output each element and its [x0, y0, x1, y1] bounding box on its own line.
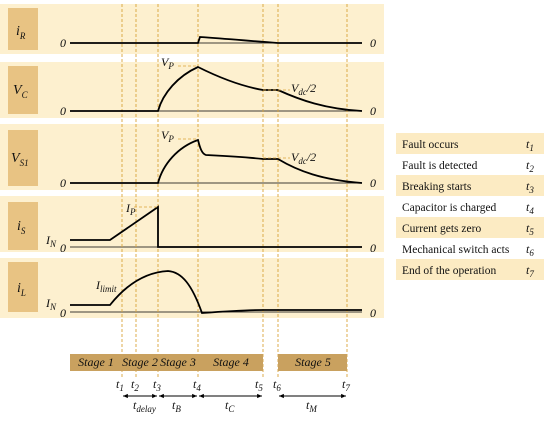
time-guides — [121, 4, 348, 378]
vdc-label-VS1: Vdc/2 — [291, 150, 316, 166]
band-iS — [0, 196, 384, 252]
stage-5-box — [278, 354, 347, 371]
level-annotations — [134, 65, 290, 208]
interval-tM: tM — [306, 398, 317, 414]
waveform-VS1 — [70, 138, 363, 184]
waveform-iL — [70, 270, 362, 314]
zero-left-VC: 0 — [60, 104, 66, 118]
time-mark-t6: t6 — [273, 377, 281, 393]
ip-label-iS: IP — [125, 201, 136, 217]
legend-row-2-bg — [396, 154, 544, 175]
stage-4-box — [198, 354, 263, 371]
label-VC: VC — [13, 83, 29, 100]
stage-1-label: Stage 1 — [78, 355, 114, 369]
zero-left-iL: 0 — [60, 306, 66, 320]
annotations: VP Vdc/2 VP Vdc/2 IP IN Ilimit IN — [45, 55, 316, 312]
band-iR — [0, 4, 384, 54]
waveform-iR — [70, 36, 362, 44]
zero-right-iR: 0 — [370, 36, 376, 50]
time-mark-t3: t3 — [153, 377, 161, 393]
legend-time-5: t5 — [526, 221, 534, 237]
zero-right-iS: 0 — [370, 241, 376, 255]
legend-time-1: t1 — [526, 137, 534, 153]
label-box-iS — [8, 202, 38, 250]
legend-event-3: Breaking starts — [402, 181, 472, 193]
time-mark-t2: t2 — [131, 377, 139, 393]
time-mark-labels: t1 t2 t3 t4 t5 t6 t7 — [116, 377, 350, 393]
ilimit-label-iL: Ilimit — [95, 278, 117, 294]
legend-event-7: End of the operation — [402, 265, 496, 277]
time-mark-t5: t5 — [255, 377, 263, 393]
interval-tdelay: tdelay — [133, 398, 156, 414]
stage-bar: Stage 1 Stage 2 Stage 3 Stage 4 Stage 5 — [70, 354, 347, 371]
in-label-iL: IN — [45, 296, 57, 312]
vp-label-VS1: VP — [161, 128, 174, 144]
interval-tB: tB — [172, 398, 181, 414]
legend-event-2: Fault is detected — [402, 160, 478, 172]
label-box-iR — [8, 8, 38, 50]
panel-bands — [0, 4, 384, 318]
legend-row-1-bg — [396, 133, 544, 154]
zero-left-iR: 0 — [60, 36, 66, 50]
interval-labels: tdelay tB tC tM — [133, 398, 317, 414]
legend-time-6: t6 — [526, 242, 534, 258]
legend-row-7-bg — [396, 259, 544, 280]
stage-3-label: Stage 3 — [160, 355, 196, 369]
signal-labels: iR VC VS1 iS iL — [8, 8, 38, 312]
label-iS: iS — [17, 219, 26, 236]
zero-labels: 0 0 0 0 0 0 0 0 0 0 — [60, 36, 376, 320]
stage-1-box — [70, 354, 122, 371]
legend-row-5-bg — [396, 217, 544, 238]
stage-2-label: Stage 2 — [122, 355, 158, 369]
stage-4-label: Stage 4 — [213, 355, 249, 369]
zero-right-iL: 0 — [370, 306, 376, 320]
legend-time-3: t3 — [526, 179, 534, 195]
in-label-iS: IN — [45, 233, 57, 249]
legend-row-6-bg — [396, 238, 544, 259]
vdc-label-VC: Vdc/2 — [291, 81, 316, 97]
time-mark-t7: t7 — [342, 377, 350, 393]
zero-right-VS1: 0 — [370, 176, 376, 190]
legend-event-6: Mechanical switch acts — [402, 244, 510, 256]
interval-tC: tC — [225, 398, 235, 414]
band-VS1 — [0, 124, 384, 190]
legend-time-4: t4 — [526, 200, 534, 216]
time-mark-t4: t4 — [193, 377, 201, 393]
time-mark-t1: t1 — [116, 377, 124, 393]
label-box-VC — [8, 66, 38, 114]
stage-2-box — [122, 354, 158, 371]
vp-label-VC: VP — [161, 55, 174, 71]
zero-left-VS1: 0 — [60, 176, 66, 190]
stage-3-box — [158, 354, 198, 371]
legend-time-2: t2 — [526, 158, 534, 174]
label-box-iL — [8, 262, 38, 312]
legend-row-3-bg — [396, 175, 544, 196]
event-legend: Fault occurs Fault is detected Breaking … — [396, 133, 544, 280]
waveform-VC — [70, 66, 363, 112]
legend-row-4-bg — [396, 196, 544, 217]
legend-event-4: Capacitor is charged — [402, 202, 497, 214]
stage-5-label: Stage 5 — [295, 355, 331, 369]
legend-event-5: Current gets zero — [402, 223, 481, 235]
zero-left-iS: 0 — [60, 241, 66, 255]
waveform-iS — [70, 205, 362, 248]
legend-time-7: t7 — [526, 263, 534, 279]
label-VS1: VS1 — [11, 151, 29, 168]
label-iR: iR — [16, 24, 26, 41]
label-iL: iL — [17, 281, 26, 298]
label-box-VS1 — [8, 130, 38, 186]
zero-right-VC: 0 — [370, 104, 376, 118]
band-iL — [0, 258, 384, 318]
legend-event-1: Fault occurs — [402, 139, 459, 151]
waveforms — [70, 36, 363, 314]
band-VC — [0, 62, 384, 118]
